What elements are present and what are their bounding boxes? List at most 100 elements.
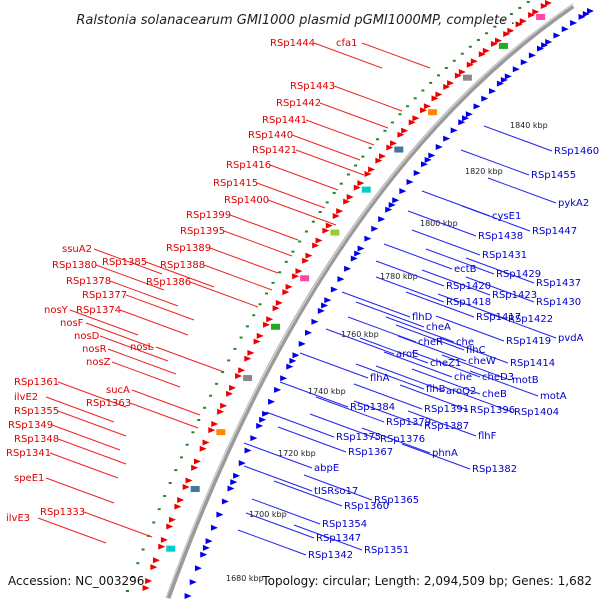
- gc-mark: [406, 105, 410, 108]
- forward-gene-arrow: [253, 338, 261, 345]
- forward-gene-label: speE1: [14, 473, 44, 484]
- forward-gene-arrow: [364, 170, 372, 177]
- reverse-gene-label: RSp1455: [531, 170, 576, 181]
- reverse-gene-arrow: [274, 386, 282, 393]
- reverse-gene-label: RSp1460: [554, 146, 599, 157]
- reverse-gene-arrow: [428, 152, 436, 159]
- tick-label: 1820 kbp: [465, 167, 503, 176]
- reverse-gene-label: motB: [512, 375, 539, 386]
- gc-mark: [239, 336, 243, 339]
- forward-gene-arrow: [332, 212, 340, 219]
- reverse-gene-arrow: [371, 225, 379, 232]
- reverse-gene-label: flhD: [412, 312, 433, 323]
- reverse-gene-arrow: [317, 307, 325, 314]
- reverse-gene-label: tISRso17: [314, 486, 358, 497]
- forward-gene-arrow: [166, 523, 174, 530]
- reverse-gene-arrow: [233, 472, 241, 479]
- gc-mark: [278, 271, 282, 274]
- forward-gene-arrow: [185, 477, 193, 484]
- reverse-gene-label: RSp1365: [374, 495, 419, 506]
- reverse-gene-arrow: [344, 265, 352, 272]
- forward-gene-arrow: [211, 420, 219, 427]
- label-leader: [333, 85, 403, 112]
- label-leader: [460, 149, 530, 176]
- forward-gene-arrow: [182, 484, 190, 491]
- label-leader: [407, 210, 477, 237]
- forward-gene-label: RSp1386: [146, 277, 191, 288]
- gc-mark: [311, 220, 315, 223]
- forward-gene-arrow: [168, 516, 176, 523]
- label-leader: [223, 230, 293, 257]
- forward-gene-label: RSp1385: [102, 257, 147, 268]
- forward-gene-arrow: [191, 464, 199, 471]
- feature-block: [300, 275, 310, 282]
- gc-mark: [136, 562, 140, 565]
- label-leader: [347, 316, 417, 343]
- forward-gene-arrow: [305, 252, 313, 259]
- reverse-gene-label: aroQ2: [446, 386, 476, 397]
- label-leader: [243, 442, 313, 469]
- forward-gene-arrow: [256, 332, 264, 339]
- label-leader: [203, 264, 273, 291]
- gc-mark: [126, 590, 129, 592]
- gc-mark: [245, 325, 249, 328]
- label-leader: [299, 352, 369, 379]
- forward-gene-label: RSp1363: [86, 398, 131, 409]
- reverse-gene-label: cheA: [426, 322, 451, 333]
- forward-gene-label: RSp1415: [213, 178, 258, 189]
- reverse-gene-label: RSp1419: [506, 336, 551, 347]
- gc-mark: [191, 431, 195, 434]
- label-leader: [57, 438, 127, 465]
- reverse-gene-arrow: [280, 375, 288, 382]
- label-leader: [155, 346, 225, 373]
- gc-mark: [174, 469, 178, 472]
- gc-mark: [185, 443, 189, 446]
- gc-mark: [179, 456, 183, 459]
- forward-gene-arrow: [495, 37, 503, 44]
- label-leader: [411, 368, 481, 395]
- backbone-highlight: [165, 3, 574, 599]
- forward-gene-arrow: [292, 273, 300, 280]
- forward-gene-label: ssuA2: [62, 244, 92, 255]
- label-leader: [145, 261, 215, 288]
- label-leader: [251, 498, 321, 525]
- gc-mark: [318, 210, 322, 213]
- gc-mark: [157, 508, 161, 511]
- forward-gene-arrow: [540, 2, 548, 9]
- gc-mark: [221, 371, 225, 374]
- reverse-gene-label: RSp1423: [492, 290, 537, 301]
- reverse-gene-label: cheB: [482, 389, 507, 400]
- reverse-gene-label: RSp1437: [536, 278, 581, 289]
- reverse-gene-label: RSp1396: [470, 405, 515, 416]
- reverse-gene-label: RSp1367: [348, 447, 393, 458]
- forward-gene-arrow: [217, 408, 225, 415]
- forward-gene-label: nosD: [74, 331, 100, 342]
- label-leader: [109, 280, 179, 307]
- label-leader: [401, 443, 471, 470]
- forward-gene-arrow: [532, 8, 540, 15]
- label-leader: [341, 291, 411, 318]
- reverse-gene-arrow: [305, 329, 313, 336]
- gc-mark: [284, 260, 288, 263]
- reverse-gene-label: RSp1429: [496, 269, 541, 280]
- forward-gene-arrow: [545, 0, 552, 6]
- reverse-gene-arrow: [435, 144, 443, 151]
- reverse-gene-label: RSp1418: [446, 297, 491, 308]
- reverse-gene-arrow: [184, 592, 192, 599]
- gc-mark: [501, 19, 505, 22]
- accession-text: Accession: NC_003296: [8, 574, 144, 588]
- forward-gene-label: RSp1421: [252, 145, 297, 156]
- gc-mark: [265, 292, 269, 295]
- feature-block: [498, 42, 508, 49]
- reverse-gene-arrow: [541, 42, 549, 49]
- feature-block: [243, 375, 253, 382]
- forward-gene-arrow: [160, 536, 168, 543]
- reverse-gene-arrow: [330, 286, 338, 293]
- forward-gene-arrow: [458, 69, 466, 76]
- reverse-gene-label: RSp1379: [386, 417, 431, 428]
- label-leader: [437, 293, 507, 320]
- label-leader: [361, 427, 431, 454]
- forward-gene-label: nosZ: [86, 357, 111, 368]
- forward-gene-label: sucA: [106, 385, 130, 396]
- label-leader: [99, 335, 169, 362]
